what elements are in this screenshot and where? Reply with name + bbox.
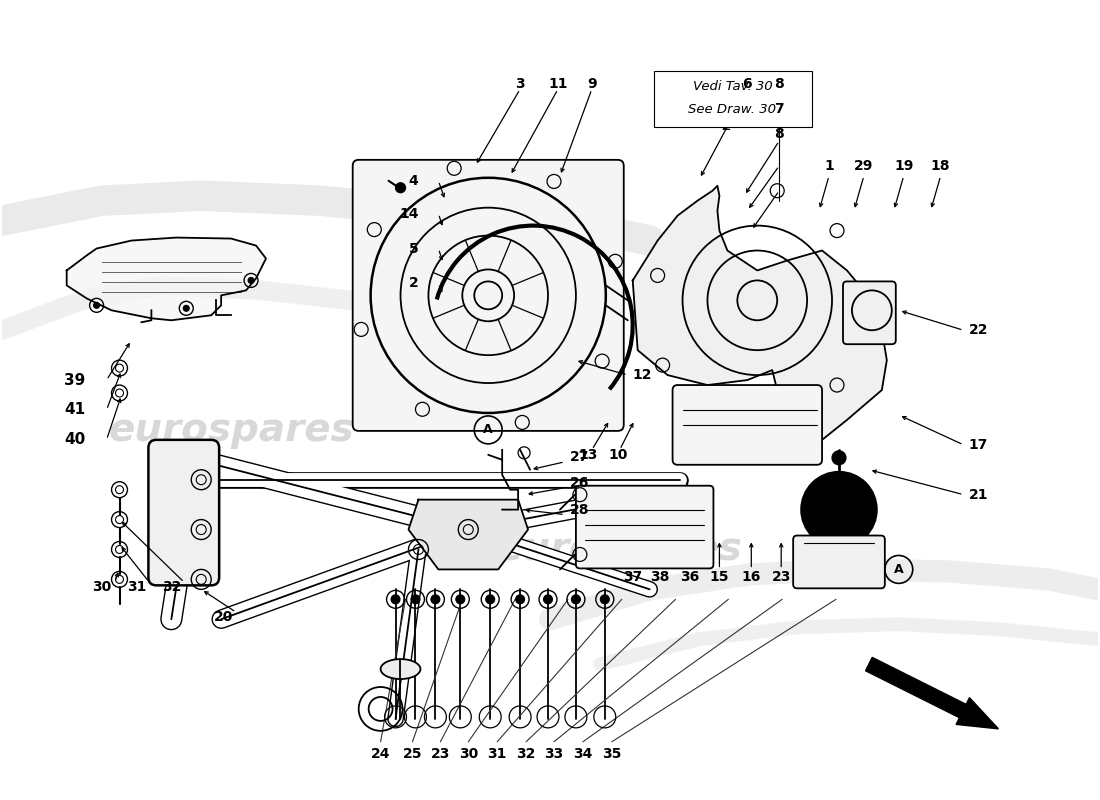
Text: 35: 35 (602, 746, 621, 761)
Text: 16: 16 (741, 570, 761, 584)
Text: 1: 1 (824, 159, 834, 173)
Text: 18: 18 (931, 159, 950, 173)
FancyBboxPatch shape (148, 440, 219, 586)
Ellipse shape (381, 659, 420, 679)
Text: 8: 8 (774, 127, 784, 141)
Text: 20: 20 (213, 610, 233, 624)
Text: 19: 19 (894, 159, 913, 173)
Text: 24: 24 (371, 746, 390, 761)
Text: 11: 11 (548, 77, 568, 91)
Text: 3: 3 (515, 77, 525, 91)
Text: 40: 40 (64, 432, 86, 447)
Polygon shape (408, 500, 528, 570)
FancyBboxPatch shape (576, 486, 714, 569)
Circle shape (601, 595, 609, 604)
Text: 23: 23 (431, 746, 450, 761)
Circle shape (184, 306, 189, 311)
Text: 39: 39 (64, 373, 86, 387)
Polygon shape (632, 186, 887, 445)
Circle shape (94, 302, 100, 308)
Text: eurospares: eurospares (497, 530, 742, 569)
Text: 17: 17 (968, 438, 988, 452)
Circle shape (392, 595, 400, 604)
Text: 26: 26 (570, 476, 590, 490)
Circle shape (801, 472, 877, 547)
Circle shape (571, 595, 581, 604)
Text: 13: 13 (579, 448, 597, 462)
Text: 5: 5 (409, 242, 418, 255)
Text: 10: 10 (608, 448, 627, 462)
FancyBboxPatch shape (653, 71, 812, 127)
Text: eurospares: eurospares (108, 411, 354, 449)
Text: 27: 27 (570, 450, 590, 464)
Circle shape (486, 595, 495, 604)
Text: 38: 38 (650, 570, 669, 584)
Text: 7: 7 (774, 102, 784, 116)
Text: 22: 22 (968, 323, 988, 338)
Text: 37: 37 (623, 570, 642, 584)
Circle shape (396, 182, 406, 193)
Text: 34: 34 (573, 746, 593, 761)
Text: 29: 29 (855, 159, 873, 173)
FancyArrow shape (866, 658, 999, 729)
Text: 4: 4 (409, 174, 418, 188)
Polygon shape (67, 238, 266, 320)
Circle shape (411, 595, 420, 604)
Text: 32: 32 (162, 580, 182, 594)
Text: 23: 23 (771, 570, 791, 584)
Text: A: A (894, 563, 903, 576)
Text: 8: 8 (774, 77, 784, 91)
Text: 14: 14 (399, 206, 418, 221)
Text: Vedi Tav. 30: Vedi Tav. 30 (693, 79, 772, 93)
Circle shape (249, 278, 254, 283)
Text: 15: 15 (710, 570, 729, 584)
Circle shape (832, 451, 846, 465)
Text: A: A (483, 423, 493, 436)
Circle shape (516, 595, 525, 604)
Text: 6: 6 (742, 77, 752, 91)
Circle shape (455, 595, 465, 604)
Text: 30: 30 (92, 580, 111, 594)
FancyBboxPatch shape (353, 160, 624, 431)
Text: 9: 9 (587, 77, 596, 91)
Circle shape (431, 595, 440, 604)
Text: 2: 2 (409, 277, 418, 290)
Text: 41: 41 (64, 402, 85, 418)
Circle shape (543, 595, 552, 604)
Text: 31: 31 (487, 746, 507, 761)
Text: 32: 32 (516, 746, 536, 761)
FancyBboxPatch shape (843, 282, 895, 344)
Text: 30: 30 (459, 746, 477, 761)
Text: 31: 31 (126, 580, 146, 594)
Text: See Draw. 30: See Draw. 30 (689, 102, 777, 115)
Text: 12: 12 (632, 368, 652, 382)
FancyBboxPatch shape (793, 535, 884, 588)
Text: 36: 36 (680, 570, 700, 584)
Text: 28: 28 (570, 502, 590, 517)
Text: 21: 21 (968, 488, 988, 502)
Text: 33: 33 (544, 746, 563, 761)
FancyBboxPatch shape (672, 385, 822, 465)
Text: 25: 25 (403, 746, 422, 761)
